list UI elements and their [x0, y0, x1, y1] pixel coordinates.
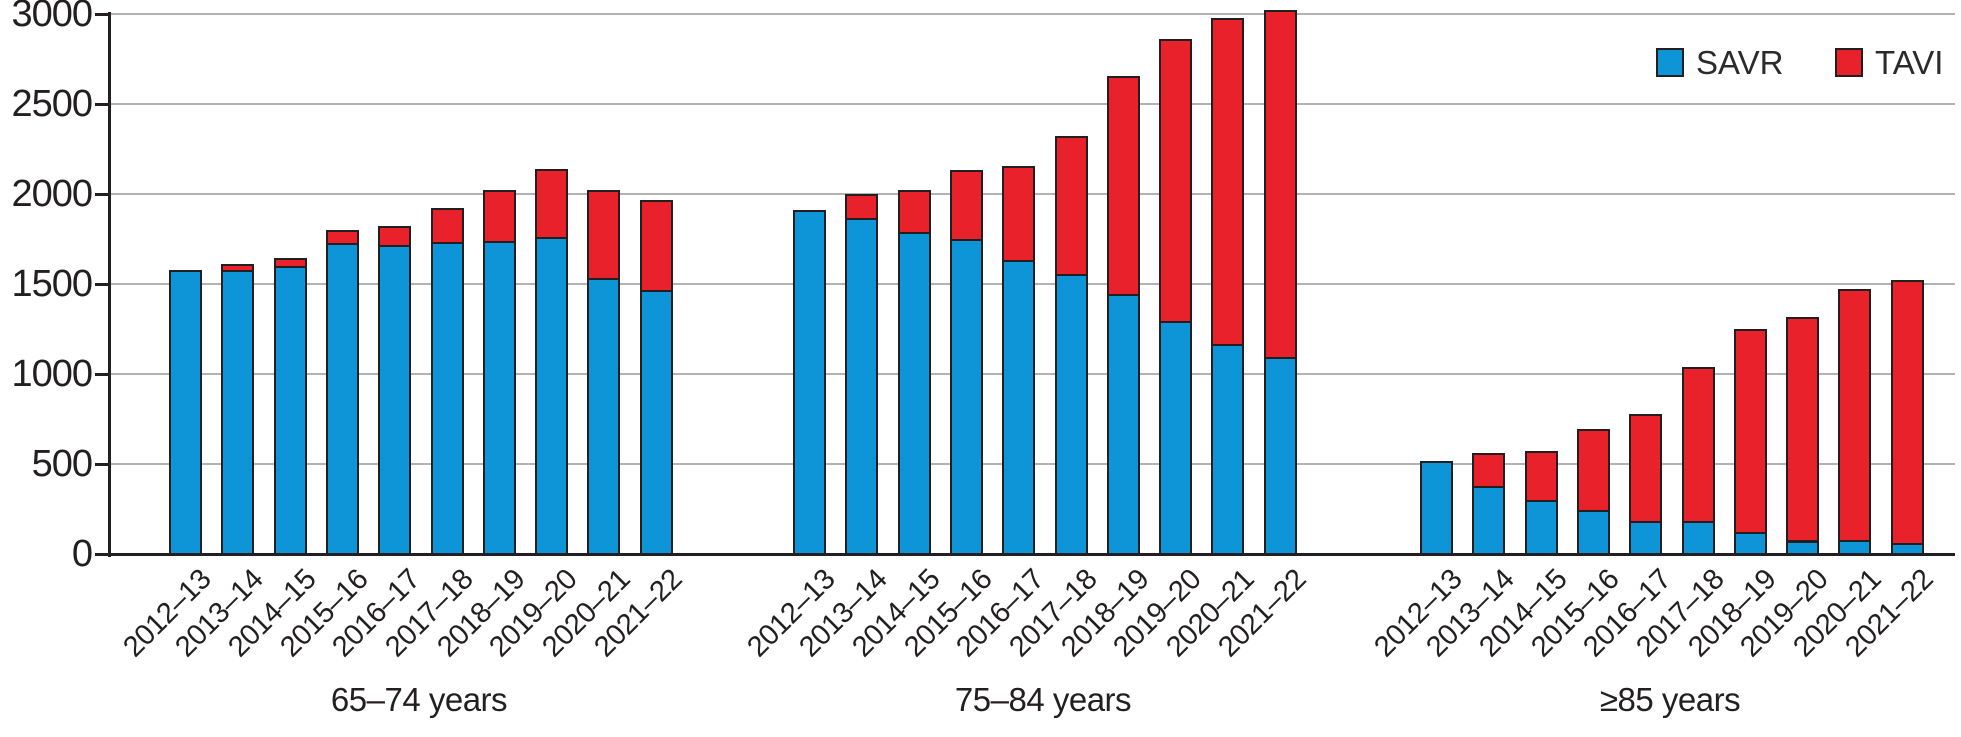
bar-savr-≥85 years-2018–19: [1733, 532, 1767, 555]
y-axis-line: [108, 12, 111, 557]
group-label-85-plus: ≥85 years: [1599, 681, 1741, 718]
bar-savr-75–84 years-2019–20: [1159, 320, 1193, 555]
bar-tavi-65–74 years-2018–19: [482, 189, 516, 243]
bar-savr-75–84 years-2018–19: [1106, 293, 1140, 555]
bar-tavi-≥85 years-2018–19: [1733, 329, 1767, 535]
bar-savr-≥85 years-2017–18: [1681, 520, 1715, 555]
bar-tavi-75–84 years-2016–17: [1002, 166, 1036, 262]
bar-tavi-75–84 years-2021–22: [1263, 10, 1297, 359]
bar-savr-65–74 years-2019–20: [535, 237, 569, 555]
bar-tavi-65–74 years-2019–20: [535, 168, 569, 240]
bar-tavi-75–84 years-2017–18: [1054, 136, 1088, 277]
gridline-2500: [110, 103, 1955, 105]
tavi-swatch-icon: [1835, 48, 1863, 77]
bar-savr-75–84 years-2017–18: [1054, 274, 1088, 555]
bar-savr-65–74 years-2013–14: [221, 269, 255, 555]
bar-tavi-75–84 years-2020–21: [1211, 17, 1245, 347]
bar-tavi-65–74 years-2021–22: [639, 200, 673, 293]
bar-tavi-65–74 years-2013–14: [221, 264, 255, 272]
bar-tavi-65–74 years-2016–17: [378, 226, 412, 248]
group-label-75-84: 75–84 years: [954, 681, 1132, 718]
legend-item-tavi: TAVI: [1835, 46, 1961, 80]
bar-tavi-75–84 years-2019–20: [1159, 39, 1193, 323]
bar-tavi-≥85 years-2013–14: [1472, 453, 1506, 488]
bar-tavi-65–74 years-2014–15: [273, 257, 307, 268]
y-tick-label-2000: 2000: [11, 173, 93, 215]
bar-tavi-≥85 years-2015–16: [1576, 428, 1610, 512]
y-tick-0: [95, 552, 110, 556]
bar-savr-75–84 years-2016–17: [1002, 259, 1036, 555]
bar-savr-75–84 years-2021–22: [1263, 356, 1297, 555]
bar-savr-65–74 years-2014–15: [273, 266, 307, 555]
legend-item-savr: SAVR: [1656, 46, 1796, 80]
bar-savr-≥85 years-2016–17: [1629, 520, 1663, 555]
bar-tavi-75–84 years-2013–14: [845, 194, 879, 221]
bar-tavi-≥85 years-2019–20: [1786, 317, 1820, 543]
savr-swatch-icon: [1656, 48, 1684, 77]
bar-tavi-≥85 years-2021–22: [1890, 279, 1924, 546]
y-tick-1500: [95, 282, 110, 286]
bar-tavi-75–84 years-2014–15: [897, 189, 931, 234]
y-tick-label-500: 500: [31, 443, 93, 485]
gridline-3000: [110, 13, 1955, 15]
bar-savr-≥85 years-2014–15: [1524, 500, 1558, 555]
legend-label-savr: SAVR: [1696, 44, 1784, 81]
y-tick-label-1000: 1000: [11, 353, 93, 395]
bar-savr-75–84 years-2013–14: [845, 218, 879, 555]
bar-savr-75–84 years-2012–13: [793, 210, 826, 555]
bar-savr-65–74 years-2012–13: [169, 269, 202, 555]
y-tick-1000: [95, 372, 110, 376]
bar-tavi-75–84 years-2015–16: [949, 169, 983, 241]
bar-savr-75–84 years-2020–21: [1211, 344, 1245, 555]
bar-savr-≥85 years-2015–16: [1576, 509, 1610, 555]
bar-savr-65–74 years-2018–19: [482, 240, 516, 555]
bar-tavi-65–74 years-2015–16: [325, 230, 359, 245]
bar-savr-≥85 years-2013–14: [1472, 485, 1506, 555]
legend-label-tavi: TAVI: [1875, 44, 1944, 81]
y-tick-3000: [95, 12, 110, 16]
y-tick-label-0: 0: [71, 533, 93, 575]
y-tick-label-3000: 3000: [11, 0, 93, 35]
y-tick-2500: [95, 102, 110, 106]
bar-savr-75–84 years-2014–15: [897, 231, 931, 555]
bar-tavi-65–74 years-2020–21: [587, 189, 621, 280]
bar-savr-65–74 years-2015–16: [325, 242, 359, 555]
y-tick-label-1500: 1500: [11, 263, 93, 305]
group-label-65-74: 65–74 years: [330, 681, 508, 718]
bar-savr-75–84 years-2015–16: [949, 239, 983, 555]
bar-savr-65–74 years-2020–21: [587, 277, 621, 555]
bar-savr-65–74 years-2021–22: [639, 290, 673, 555]
bar-tavi-65–74 years-2017–18: [430, 208, 464, 244]
bar-tavi-≥85 years-2016–17: [1629, 413, 1663, 523]
y-tick-2000: [95, 192, 110, 196]
y-tick-label-2500: 2500: [11, 83, 93, 125]
bar-tavi-≥85 years-2017–18: [1681, 366, 1715, 523]
x-axis-line: [110, 553, 1955, 556]
y-tick-500: [95, 462, 110, 466]
bar-tavi-≥85 years-2014–15: [1524, 450, 1558, 502]
bar-savr-65–74 years-2017–18: [430, 241, 464, 555]
bar-savr-65–74 years-2016–17: [378, 245, 412, 555]
bar-tavi-75–84 years-2018–19: [1106, 76, 1140, 296]
bar-savr-≥85 years-2012–13: [1420, 461, 1453, 555]
bar-tavi-≥85 years-2020–21: [1838, 289, 1872, 542]
